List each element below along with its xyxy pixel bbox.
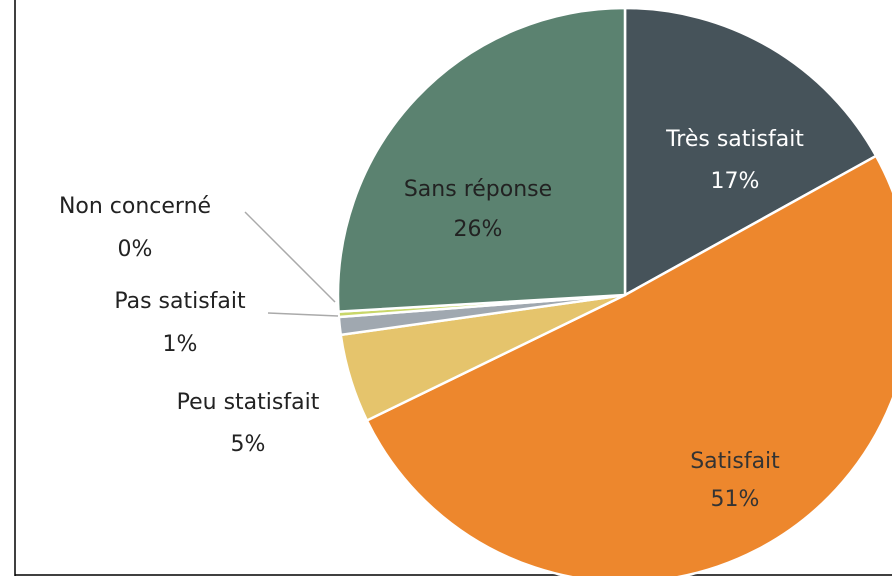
slice-label: Pas satisfait bbox=[114, 289, 246, 314]
slice-value: 5% bbox=[231, 432, 266, 457]
slice-value: 0% bbox=[118, 237, 153, 262]
leader-line bbox=[244, 211, 336, 303]
slice-label: Très satisfait bbox=[665, 127, 804, 152]
slice-value: 51% bbox=[711, 487, 760, 512]
leader-line bbox=[267, 312, 339, 317]
slice-label: Peu statisfait bbox=[177, 390, 320, 415]
slice-label: Satisfait bbox=[690, 449, 780, 474]
pie-slice bbox=[365, 154, 892, 576]
slice-label: Non concerné bbox=[59, 194, 211, 219]
pie-slice bbox=[623, 6, 878, 298]
pie-slice bbox=[336, 6, 627, 313]
slice-value: 1% bbox=[163, 332, 198, 357]
slice-label: Sans réponse bbox=[404, 177, 552, 202]
slice-value: 17% bbox=[711, 169, 760, 194]
slice-value: 26% bbox=[454, 217, 503, 242]
